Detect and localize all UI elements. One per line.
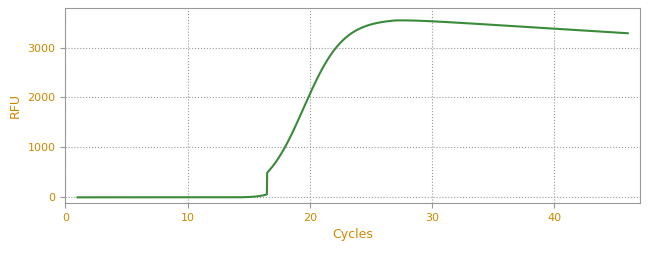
Y-axis label: RFU: RFU bbox=[9, 93, 22, 118]
X-axis label: Cycles: Cycles bbox=[332, 228, 373, 241]
